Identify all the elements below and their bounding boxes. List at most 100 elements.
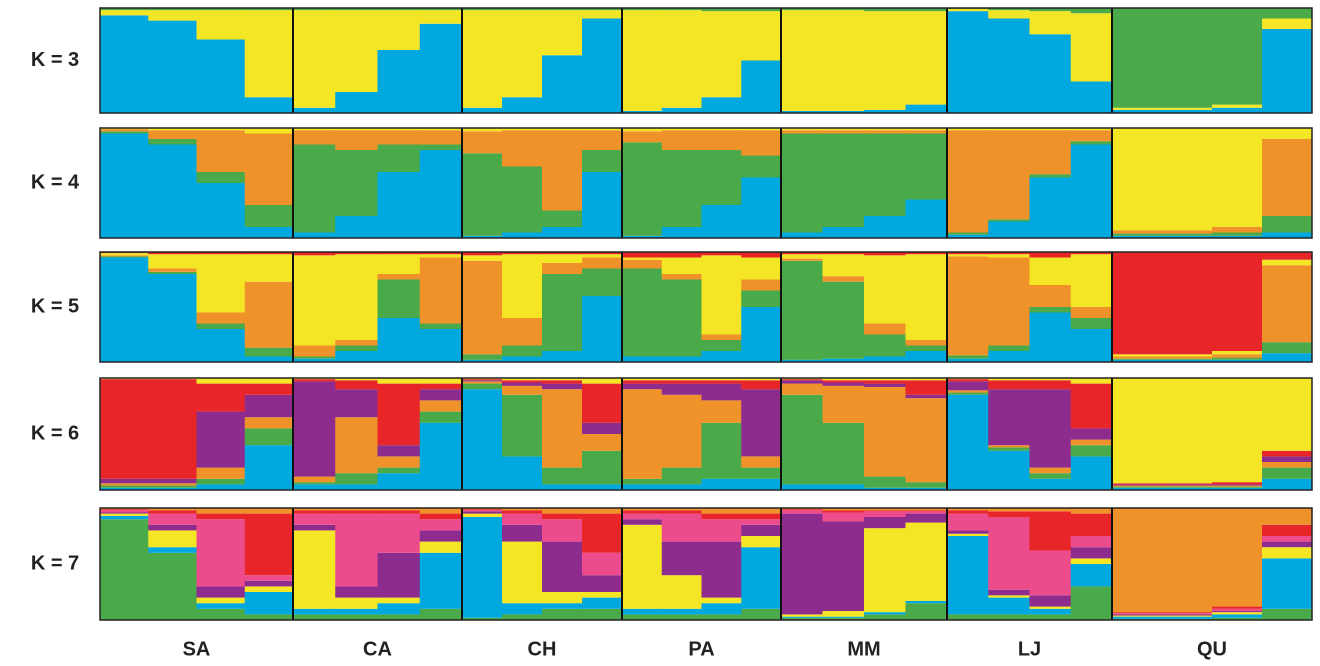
ancestry-segment	[377, 318, 421, 362]
ancestry-segment	[462, 617, 503, 620]
ancestry-segment	[1112, 508, 1163, 613]
ancestry-segment	[148, 530, 197, 548]
ancestry-segment	[502, 524, 543, 542]
ancestry-segment	[822, 227, 865, 238]
ancestry-segment	[661, 541, 702, 576]
ancestry-segment	[822, 252, 865, 255]
ancestry-segment	[988, 589, 1030, 596]
ancestry-segment	[377, 445, 421, 457]
ancestry-segment	[1212, 612, 1263, 615]
ancestry-segment	[419, 378, 463, 384]
ancestry-segment	[1162, 235, 1213, 238]
ancestry-segment	[419, 23, 463, 113]
ancestry-segment	[542, 351, 583, 362]
ancestry-segment	[196, 484, 246, 490]
ancestry-segment	[741, 524, 782, 536]
ancestry-segment	[542, 55, 583, 113]
ancestry-segment	[781, 359, 823, 362]
ancestry-segment	[1162, 109, 1213, 113]
ancestry-segment	[542, 378, 583, 381]
ancestry-segment	[622, 524, 663, 609]
ancestry-segment	[335, 614, 378, 620]
ancestry-segment	[542, 603, 583, 609]
ancestry-segment	[196, 39, 246, 113]
ancestry-segment	[462, 8, 503, 11]
ancestry-segment	[419, 541, 463, 553]
ancestry-segment	[196, 254, 246, 313]
ancestry-segment	[244, 356, 294, 362]
ancestry-segment	[100, 519, 149, 620]
ancestry-segment	[864, 380, 906, 384]
ancestry-segment	[1112, 486, 1163, 488]
ancestry-segment	[701, 597, 742, 604]
ancestry-segment	[988, 130, 1030, 220]
ancestry-segment	[1212, 617, 1263, 620]
ancestry-segment	[1112, 109, 1163, 113]
ancestry-segment	[741, 478, 782, 490]
panel	[100, 8, 1312, 113]
ancestry-segment	[947, 9, 989, 12]
ancestry-segment	[502, 394, 543, 457]
ancestry-segment	[196, 411, 246, 468]
ancestry-segment	[335, 597, 378, 609]
ancestry-segment	[100, 512, 149, 514]
ancestry-segment	[419, 329, 463, 362]
ancestry-segment	[196, 329, 246, 362]
ancestry-segment	[462, 128, 503, 132]
ancestry-segment	[864, 252, 906, 256]
ancestry-segment	[822, 616, 865, 618]
ancestry-segment	[988, 445, 1030, 448]
ancestry-segment	[335, 586, 378, 598]
ancestry-segment	[701, 383, 742, 401]
ancestry-segment	[462, 516, 503, 618]
ancestry-segment	[781, 130, 823, 134]
ancestry-segment	[947, 252, 989, 255]
ancestry-segment	[377, 378, 421, 384]
ancestry-segment	[335, 484, 378, 490]
ancestry-segment	[196, 608, 246, 620]
ancestry-segment	[377, 128, 421, 131]
panel	[100, 508, 1312, 620]
ancestry-segment	[462, 131, 503, 154]
ancestry-segment	[148, 139, 197, 145]
ancestry-segment	[244, 580, 294, 587]
ancestry-segment	[582, 10, 623, 19]
ancestry-segment	[1029, 478, 1072, 490]
ancestry-segment	[1162, 508, 1213, 613]
ancestry-segment	[661, 10, 702, 108]
ancestry-segment	[1262, 216, 1312, 233]
ancestry-segment	[947, 614, 989, 620]
ancestry-segment	[377, 467, 421, 474]
ancestry-segment	[781, 380, 823, 384]
ancestry-segment	[1162, 484, 1213, 486]
ancestry-segment	[148, 8, 197, 11]
ancestry-segment	[781, 252, 823, 255]
ancestry-segment	[905, 345, 948, 351]
ancestry-segment	[462, 509, 503, 511]
ancestry-segment	[196, 513, 246, 520]
ancestry-segment	[1212, 484, 1263, 486]
ancestry-segment	[1029, 285, 1072, 307]
ancestry-segment	[1029, 614, 1072, 620]
ancestry-segment	[335, 345, 378, 351]
ancestry-segment	[462, 153, 503, 236]
ancestry-segment	[864, 323, 906, 335]
ancestry-segment	[741, 378, 782, 381]
ancestry-segment	[1262, 29, 1312, 113]
ancestry-segment	[1112, 252, 1163, 355]
ancestry-segment	[741, 128, 782, 131]
ancestry-segment	[905, 380, 948, 395]
panel-frame	[99, 127, 1313, 239]
ancestry-segment	[947, 530, 989, 534]
ancestry-segment	[781, 258, 823, 261]
ancestry-segment	[905, 398, 948, 483]
ancestry-segment	[1262, 467, 1312, 479]
ancestry-segment	[502, 541, 543, 604]
ancestry-segment	[419, 552, 463, 609]
ancestry-segment	[864, 378, 906, 381]
ancestry-segment	[196, 8, 246, 11]
ancestry-segment	[244, 383, 294, 395]
ancestry-segment	[100, 510, 149, 513]
ancestry-segment	[781, 513, 823, 615]
ancestry-segment	[377, 552, 421, 598]
